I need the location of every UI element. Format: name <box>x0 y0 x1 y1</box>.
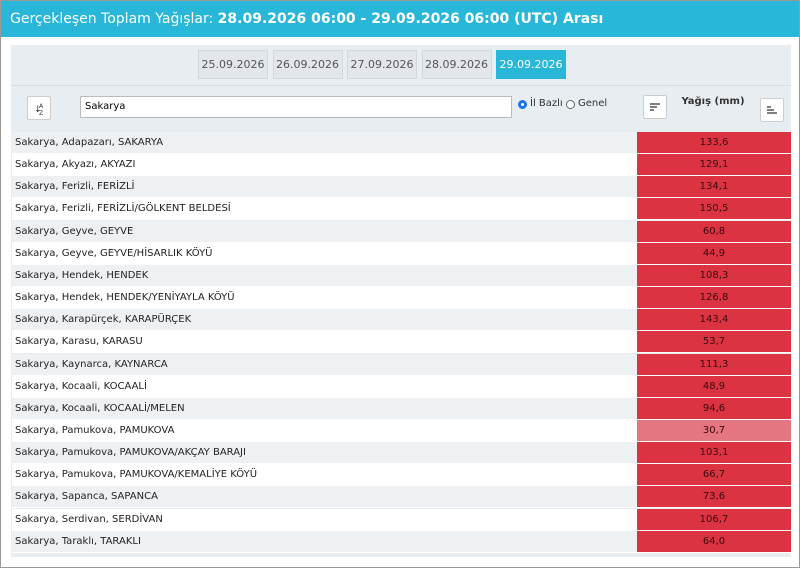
location-cell: Sakarya, Ferizli, FERİZLİ/GÖLKENT BELDES… <box>12 198 637 221</box>
location-cell: Sakarya, Hendek, HENDEK <box>12 264 637 287</box>
svg-text:Z: Z <box>39 110 43 117</box>
title-range: 28.09.2026 06:00 - 29.09.2026 06:00 (UTC… <box>217 11 604 27</box>
date-tab[interactable]: 28.09.2026 <box>421 50 492 79</box>
search-input[interactable]: Sakarya <box>80 96 512 118</box>
value-cell: 143,4 <box>637 309 791 332</box>
date-tab[interactable]: 27.09.2026 <box>347 50 417 79</box>
value-cell: 150,5 <box>637 198 791 221</box>
location-cell: Sakarya, Ferizli, FERİZLİ <box>12 176 637 199</box>
location-cell: Sakarya, Karapürçek, KARAPÜRÇEK <box>12 309 637 332</box>
sort-asc-button[interactable] <box>760 98 784 122</box>
location-cell: Sakarya, Serdivan, SERDİVAN <box>12 508 637 531</box>
location-cell: Sakarya, Sapanca, SAPANCA <box>12 486 637 509</box>
value-cell: 66,7 <box>637 464 791 487</box>
value-cell: 48,9 <box>637 375 791 398</box>
date-tab[interactable]: 25.09.2026 <box>198 50 268 79</box>
location-cell: Sakarya, Adapazarı, SAKARYA <box>12 132 637 154</box>
svg-text:A: A <box>39 103 44 110</box>
value-cell: 129,1 <box>637 154 791 177</box>
value-cell: 134,1 <box>637 176 791 199</box>
value-cell: 94,6 <box>637 397 791 420</box>
radio[interactable] <box>518 100 527 109</box>
value-cell: 73,6 <box>637 486 791 509</box>
column-header: Yağış (mm) <box>681 96 745 107</box>
location-cell: Sakarya, Geyve, GEYVE/HİSARLIK KÖYÜ <box>12 242 637 265</box>
location-cell: Sakarya, Akyazı, AKYAZI <box>12 154 637 177</box>
radio-label[interactable]: Genel <box>578 98 608 109</box>
value-cell: 111,3 <box>637 353 791 376</box>
value-cell: 108,3 <box>637 264 791 287</box>
radio-label[interactable]: İl Bazlı <box>530 98 563 109</box>
location-cell: Sakarya, Pamukova, PAMUKOVA/KEMALİYE KÖY… <box>12 464 637 487</box>
location-cell: Sakarya, Hendek, HENDEK/YENİYAYLA KÖYÜ <box>12 287 637 310</box>
value-cell: 126,8 <box>637 287 791 310</box>
location-cell: Sakarya, Kaynarca, KAYNARCA <box>12 353 637 376</box>
svg-text:↓: ↓ <box>34 105 42 115</box>
value-cell: 53,7 <box>637 331 791 354</box>
location-cell: Sakarya, Karasu, KARASU <box>12 331 637 354</box>
value-cell: 106,7 <box>637 508 791 531</box>
radio[interactable] <box>566 100 575 109</box>
location-cell: Sakarya, Taraklı, TARAKLI <box>12 530 637 553</box>
sort-desc-button[interactable] <box>643 95 667 119</box>
value-cell: 60,8 <box>637 220 791 243</box>
header: Gerçekleşen Toplam Yağışlar: 28.09.2026 … <box>1 1 799 37</box>
location-cell: Sakarya, Pamukova, PAMUKOVA/AKÇAY BARAJI <box>12 442 637 465</box>
value-cell: 30,7 <box>637 419 791 442</box>
location-cell: Sakarya, Kocaali, KOCAALİ <box>12 375 637 398</box>
location-cell: Sakarya, Pamukova, PAMUKOVA <box>12 419 637 442</box>
date-tab[interactable]: 26.09.2026 <box>272 50 343 79</box>
value-cell: 133,6 <box>637 132 791 154</box>
location-cell: Sakarya, Kocaali, KOCAALİ/MELEN <box>12 397 637 420</box>
value-cell: 103,1 <box>637 442 791 465</box>
title-prefix: Gerçekleşen Toplam Yağışlar: <box>10 11 214 27</box>
sort-button[interactable]: ↓ A Z <box>27 96 51 120</box>
value-cell: 64,0 <box>637 530 791 553</box>
location-cell: Sakarya, Geyve, GEYVE <box>12 220 637 243</box>
date-tab[interactable]: 29.09.2026 <box>496 50 566 79</box>
value-cell: 44,9 <box>637 242 791 265</box>
